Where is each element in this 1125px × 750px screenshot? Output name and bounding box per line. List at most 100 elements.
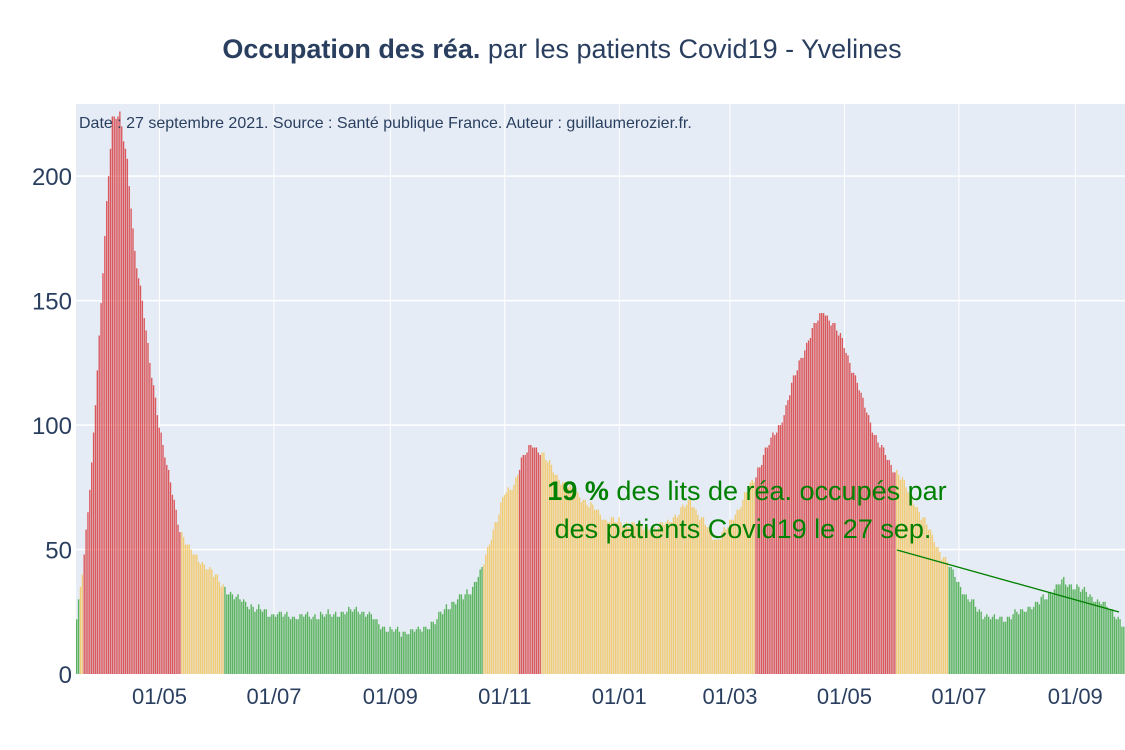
bar <box>1111 609 1114 674</box>
bar <box>291 616 294 674</box>
annotation-percent: 19 % <box>547 476 609 506</box>
axes: 0 50 100 150 200 01/05 01/07 01/09 01/11 01/01 01/… <box>32 164 1103 709</box>
bar <box>271 614 273 674</box>
bar <box>1027 606 1029 674</box>
bar <box>1033 606 1035 674</box>
bar <box>744 492 746 674</box>
bar <box>1063 576 1065 674</box>
bar <box>404 631 406 674</box>
bar <box>299 614 301 674</box>
bar <box>997 619 999 674</box>
bar <box>871 432 874 674</box>
bar <box>269 616 271 674</box>
bar <box>106 201 108 674</box>
bar <box>428 629 431 674</box>
bar <box>792 375 795 674</box>
bar <box>824 315 827 674</box>
bar <box>256 609 258 674</box>
bar <box>423 626 425 674</box>
bar <box>802 357 804 674</box>
bar <box>789 395 791 674</box>
bar <box>516 474 519 674</box>
bar <box>346 611 348 674</box>
bar <box>650 532 652 674</box>
bar <box>111 116 114 674</box>
bar <box>228 594 230 674</box>
bar <box>858 390 860 674</box>
bar <box>438 611 440 674</box>
bar <box>318 619 320 674</box>
bar <box>451 601 453 674</box>
bar <box>402 631 404 674</box>
bar <box>252 606 254 674</box>
bar <box>629 527 631 674</box>
bar <box>301 614 303 674</box>
bar <box>524 454 526 674</box>
bar <box>663 524 665 674</box>
bar <box>642 529 645 674</box>
bar <box>357 611 359 674</box>
bar <box>366 614 369 674</box>
bar <box>539 454 541 674</box>
bar <box>122 141 125 675</box>
bar <box>1016 611 1018 674</box>
bar <box>98 335 100 674</box>
bar <box>948 566 950 674</box>
bar <box>592 504 594 674</box>
bar <box>286 611 288 674</box>
bar <box>772 432 774 674</box>
bar <box>851 372 853 674</box>
bar <box>509 489 511 674</box>
bar <box>655 529 658 674</box>
bar <box>1040 596 1042 674</box>
bar <box>115 118 117 675</box>
bar <box>779 425 782 674</box>
bar <box>1108 609 1110 674</box>
bar <box>528 445 530 674</box>
bar <box>475 581 478 674</box>
bar <box>171 494 174 674</box>
bar <box>548 459 551 674</box>
bar <box>674 514 676 674</box>
bar <box>616 522 618 674</box>
bar <box>400 636 403 674</box>
bar <box>121 126 123 674</box>
bar <box>941 559 943 674</box>
bar <box>657 527 660 674</box>
bar <box>421 631 423 674</box>
bar <box>995 619 997 674</box>
bar <box>1087 596 1089 674</box>
bar <box>250 604 252 674</box>
bar <box>558 479 560 674</box>
bar <box>293 616 296 674</box>
bar <box>235 596 237 674</box>
bar <box>184 544 187 674</box>
bar <box>1078 586 1080 674</box>
bar <box>881 445 883 674</box>
bar <box>798 360 800 674</box>
bar <box>233 599 236 674</box>
bar <box>229 591 232 674</box>
bar <box>196 554 198 674</box>
bar <box>847 355 849 674</box>
bar <box>670 522 673 674</box>
bar <box>976 611 979 674</box>
bar <box>194 554 196 674</box>
bar <box>926 524 928 674</box>
bar <box>708 527 710 674</box>
bar <box>419 629 421 674</box>
bar <box>790 382 793 674</box>
bar <box>843 347 845 674</box>
bar <box>890 464 892 674</box>
bar <box>676 517 678 674</box>
bar <box>462 599 464 674</box>
bar <box>862 397 864 674</box>
bar <box>924 517 926 674</box>
bar <box>515 477 517 674</box>
bar <box>162 445 164 674</box>
bar <box>852 372 855 674</box>
bar <box>304 614 307 674</box>
bar <box>631 522 633 674</box>
bar <box>434 624 436 674</box>
bar <box>134 250 136 675</box>
